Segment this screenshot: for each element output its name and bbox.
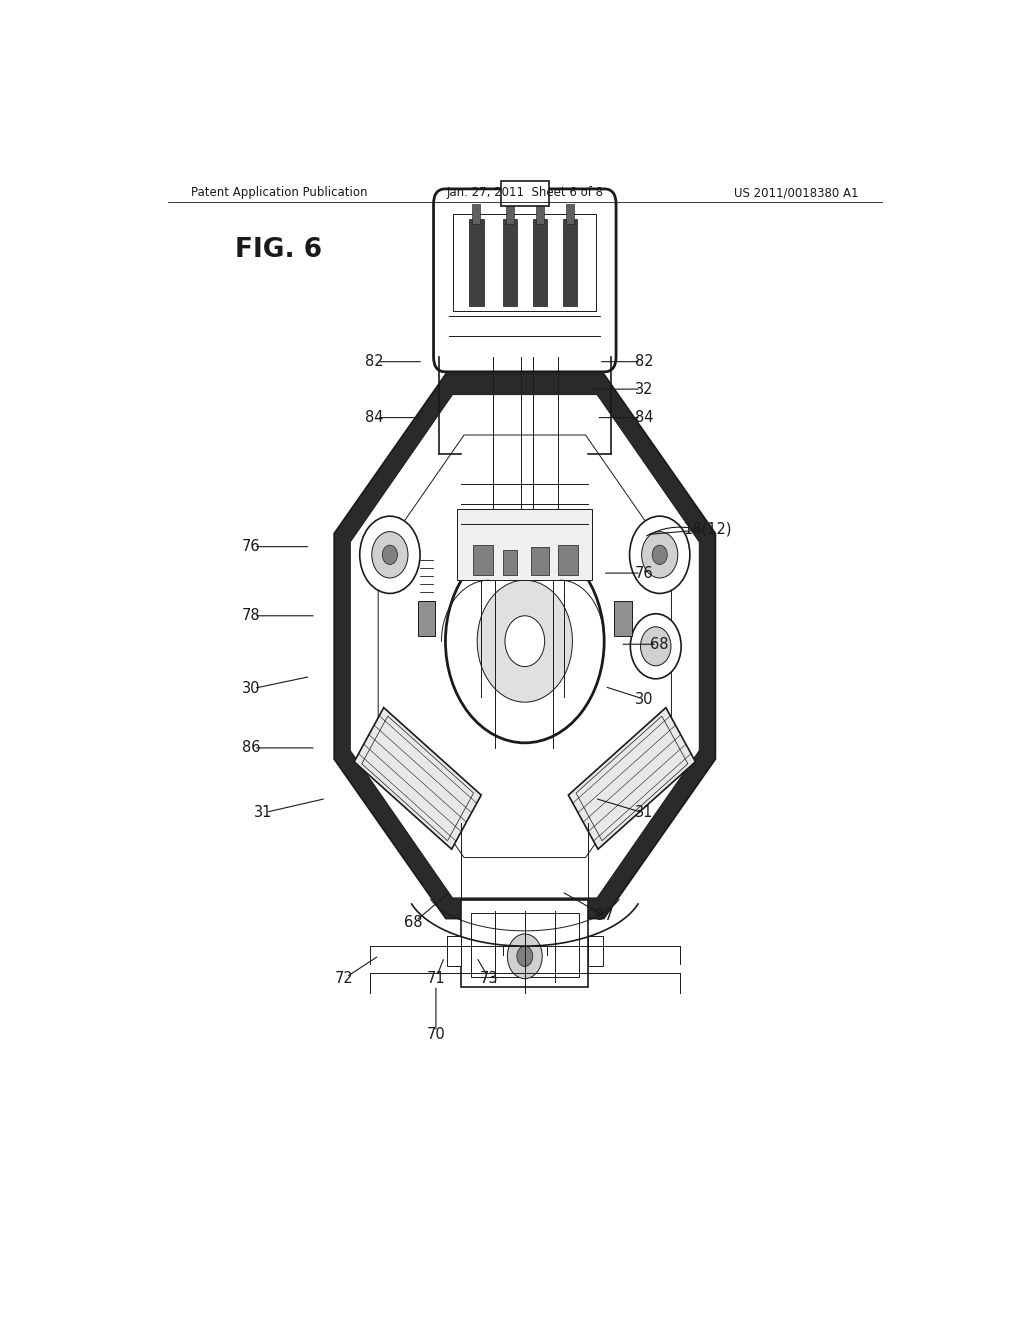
Circle shape (505, 615, 545, 667)
Circle shape (359, 516, 420, 594)
Bar (418, 601, 435, 636)
Circle shape (477, 581, 572, 702)
Text: 84: 84 (365, 411, 383, 425)
Text: 82: 82 (365, 354, 383, 370)
Text: 82: 82 (635, 354, 653, 370)
Circle shape (631, 614, 681, 678)
Circle shape (630, 516, 690, 594)
Text: 32: 32 (635, 381, 653, 396)
Bar (614, 601, 632, 636)
Bar (461, 900, 588, 987)
Polygon shape (350, 395, 699, 898)
Bar (472, 205, 480, 224)
Bar (506, 205, 514, 224)
Polygon shape (568, 708, 695, 849)
Bar (588, 936, 602, 966)
Bar (563, 219, 578, 306)
Text: 71: 71 (427, 972, 445, 986)
Text: 76: 76 (242, 539, 260, 554)
Bar (501, 181, 549, 206)
Text: Jan. 27, 2011  Sheet 6 of 8: Jan. 27, 2011 Sheet 6 of 8 (446, 186, 603, 199)
Polygon shape (354, 708, 481, 849)
Text: 73: 73 (480, 972, 499, 986)
Bar (503, 549, 517, 576)
Bar (471, 912, 579, 977)
Text: 31: 31 (635, 805, 653, 821)
Bar (536, 205, 544, 224)
Text: 30: 30 (242, 681, 260, 697)
Bar (566, 205, 574, 224)
Text: 68: 68 (404, 915, 423, 931)
Text: FIG. 6: FIG. 6 (236, 236, 323, 263)
Circle shape (507, 935, 543, 978)
Text: 86: 86 (242, 741, 260, 755)
Circle shape (640, 627, 671, 665)
Text: 76: 76 (635, 565, 653, 581)
Text: 31: 31 (254, 805, 272, 821)
Bar (532, 219, 547, 306)
Circle shape (382, 545, 397, 565)
Bar (531, 546, 549, 576)
Text: US 2011/0018380 A1: US 2011/0018380 A1 (733, 186, 858, 199)
Text: 68: 68 (650, 636, 669, 652)
Text: 87: 87 (595, 908, 613, 923)
Bar (454, 214, 596, 312)
Bar (558, 545, 578, 576)
Circle shape (642, 532, 678, 578)
FancyBboxPatch shape (433, 189, 616, 372)
Text: 72: 72 (335, 972, 353, 986)
Polygon shape (334, 374, 716, 919)
Bar (469, 219, 483, 306)
Text: 18(12): 18(12) (683, 521, 731, 537)
Circle shape (372, 532, 408, 578)
Text: 78: 78 (242, 609, 260, 623)
Bar (473, 545, 494, 576)
Circle shape (445, 540, 604, 743)
Text: 84: 84 (635, 411, 653, 425)
Bar (458, 510, 592, 581)
Text: 30: 30 (635, 692, 653, 706)
Bar (447, 936, 461, 966)
Circle shape (517, 946, 532, 966)
Circle shape (652, 545, 668, 565)
Text: 70: 70 (427, 1027, 445, 1041)
Bar (503, 219, 517, 306)
Text: Patent Application Publication: Patent Application Publication (191, 186, 368, 199)
